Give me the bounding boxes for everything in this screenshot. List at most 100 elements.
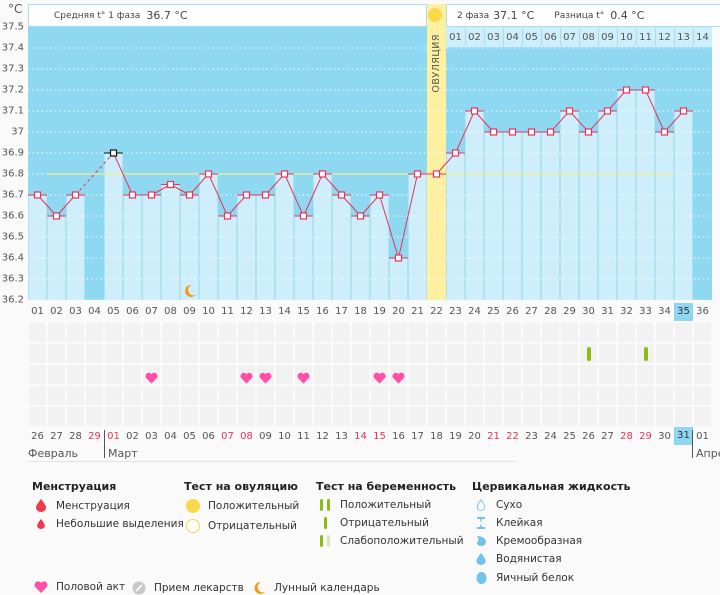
symptom-cell[interactable]: [219, 386, 236, 405]
test-negative-icon[interactable]: [644, 347, 648, 361]
calendar-date-label[interactable]: 27: [50, 431, 63, 442]
cycle-day-label[interactable]: 36: [696, 306, 709, 317]
symptom-cell[interactable]: [637, 323, 654, 342]
symptom-cell[interactable]: [200, 386, 217, 405]
symptom-cell[interactable]: [200, 344, 217, 363]
heart-icon[interactable]: [259, 369, 272, 388]
symptom-cell[interactable]: [675, 407, 692, 426]
symptom-cell[interactable]: [523, 365, 540, 384]
symptom-cell[interactable]: [238, 407, 255, 426]
symptom-cell[interactable]: [561, 407, 578, 426]
calendar-date-label[interactable]: 01: [696, 431, 709, 442]
calendar-date-label[interactable]: 13: [335, 431, 348, 442]
symptom-cell[interactable]: [409, 344, 426, 363]
heart-icon[interactable]: [297, 369, 310, 388]
calendar-date-label[interactable]: 05: [183, 431, 196, 442]
symptom-cell[interactable]: [485, 386, 502, 405]
symptom-cell[interactable]: [599, 407, 616, 426]
symptom-cell[interactable]: [599, 386, 616, 405]
symptom-cell[interactable]: [599, 344, 616, 363]
symptom-cell[interactable]: [409, 407, 426, 426]
symptom-cell[interactable]: [333, 407, 350, 426]
symptom-cell[interactable]: [485, 323, 502, 342]
calendar-date-label[interactable]: 18: [430, 431, 443, 442]
symptom-cell[interactable]: [599, 323, 616, 342]
cycle-day-label[interactable]: 08: [164, 306, 177, 317]
symptom-cell[interactable]: [257, 386, 274, 405]
symptom-cell[interactable]: [29, 386, 46, 405]
calendar-date-label[interactable]: 26: [582, 431, 595, 442]
symptom-cell[interactable]: [67, 323, 84, 342]
symptom-cell[interactable]: [162, 344, 179, 363]
cycle-day-label[interactable]: 16: [316, 306, 329, 317]
calendar-date-label[interactable]: 09: [259, 431, 272, 442]
symptom-cell[interactable]: [428, 344, 445, 363]
symptom-cell[interactable]: [542, 344, 559, 363]
symptom-cell[interactable]: [105, 386, 122, 405]
symptom-cell[interactable]: [466, 323, 483, 342]
symptom-cell[interactable]: [276, 323, 293, 342]
symptom-cell[interactable]: [219, 344, 236, 363]
calendar-date-label[interactable]: 19: [449, 431, 462, 442]
cycle-day-label[interactable]: 04: [88, 306, 101, 317]
calendar-date-label[interactable]: 01: [107, 431, 120, 442]
symptom-cell[interactable]: [124, 365, 141, 384]
cycle-day-label[interactable]: 01: [31, 306, 44, 317]
symptom-cell[interactable]: [656, 407, 673, 426]
symptom-cell[interactable]: [352, 407, 369, 426]
symptom-cell[interactable]: [143, 407, 160, 426]
symptom-cell[interactable]: [599, 365, 616, 384]
heart-icon[interactable]: [145, 369, 158, 388]
symptom-cell[interactable]: [675, 323, 692, 342]
symptom-cell[interactable]: [333, 365, 350, 384]
calendar-date-label[interactable]: 12: [316, 431, 329, 442]
symptom-cell[interactable]: [257, 344, 274, 363]
calendar-date-label[interactable]: 11: [297, 431, 310, 442]
symptom-cell[interactable]: [143, 344, 160, 363]
symptom-cell[interactable]: [48, 365, 65, 384]
symptom-cell[interactable]: [390, 323, 407, 342]
symptom-cell[interactable]: [86, 344, 103, 363]
calendar-date-label[interactable]: 22: [506, 431, 519, 442]
calendar-date-label[interactable]: 29: [88, 431, 101, 442]
symptom-cell[interactable]: [314, 365, 331, 384]
symptom-cell[interactable]: [200, 407, 217, 426]
cycle-day-label[interactable]: 35: [674, 303, 693, 321]
symptom-cell[interactable]: [105, 407, 122, 426]
symptom-cell[interactable]: [656, 386, 673, 405]
symptom-cell[interactable]: [618, 323, 635, 342]
symptom-cell[interactable]: [352, 323, 369, 342]
symptom-cell[interactable]: [390, 386, 407, 405]
symptom-cell[interactable]: [295, 323, 312, 342]
symptom-cell[interactable]: [561, 386, 578, 405]
symptom-cell[interactable]: [124, 344, 141, 363]
symptom-cell[interactable]: [105, 365, 122, 384]
symptom-cell[interactable]: [466, 407, 483, 426]
symptom-cell[interactable]: [29, 365, 46, 384]
calendar-date-label[interactable]: 30: [658, 431, 671, 442]
symptom-cell[interactable]: [352, 344, 369, 363]
symptom-cell[interactable]: [333, 386, 350, 405]
calendar-date-label[interactable]: 28: [620, 431, 633, 442]
symptom-cell[interactable]: [48, 407, 65, 426]
symptom-cell[interactable]: [314, 386, 331, 405]
cycle-day-label[interactable]: 23: [449, 306, 462, 317]
cycle-day-label[interactable]: 25: [487, 306, 500, 317]
symptom-cell[interactable]: [86, 407, 103, 426]
symptom-cell[interactable]: [181, 407, 198, 426]
symptom-cell[interactable]: [371, 344, 388, 363]
symptom-cell[interactable]: [466, 386, 483, 405]
symptom-cell[interactable]: [181, 365, 198, 384]
symptom-cell[interactable]: [105, 344, 122, 363]
symptom-cell[interactable]: [124, 386, 141, 405]
symptom-cell[interactable]: [276, 407, 293, 426]
symptom-cell[interactable]: [694, 344, 711, 363]
symptom-cell[interactable]: [200, 365, 217, 384]
heart-icon[interactable]: [240, 369, 253, 388]
cycle-day-label[interactable]: 30: [582, 306, 595, 317]
symptom-cell[interactable]: [238, 386, 255, 405]
symptom-cell[interactable]: [447, 323, 464, 342]
symptom-cell[interactable]: [29, 344, 46, 363]
cycle-day-label[interactable]: 33: [639, 306, 652, 317]
calendar-date-label[interactable]: 26: [31, 431, 44, 442]
